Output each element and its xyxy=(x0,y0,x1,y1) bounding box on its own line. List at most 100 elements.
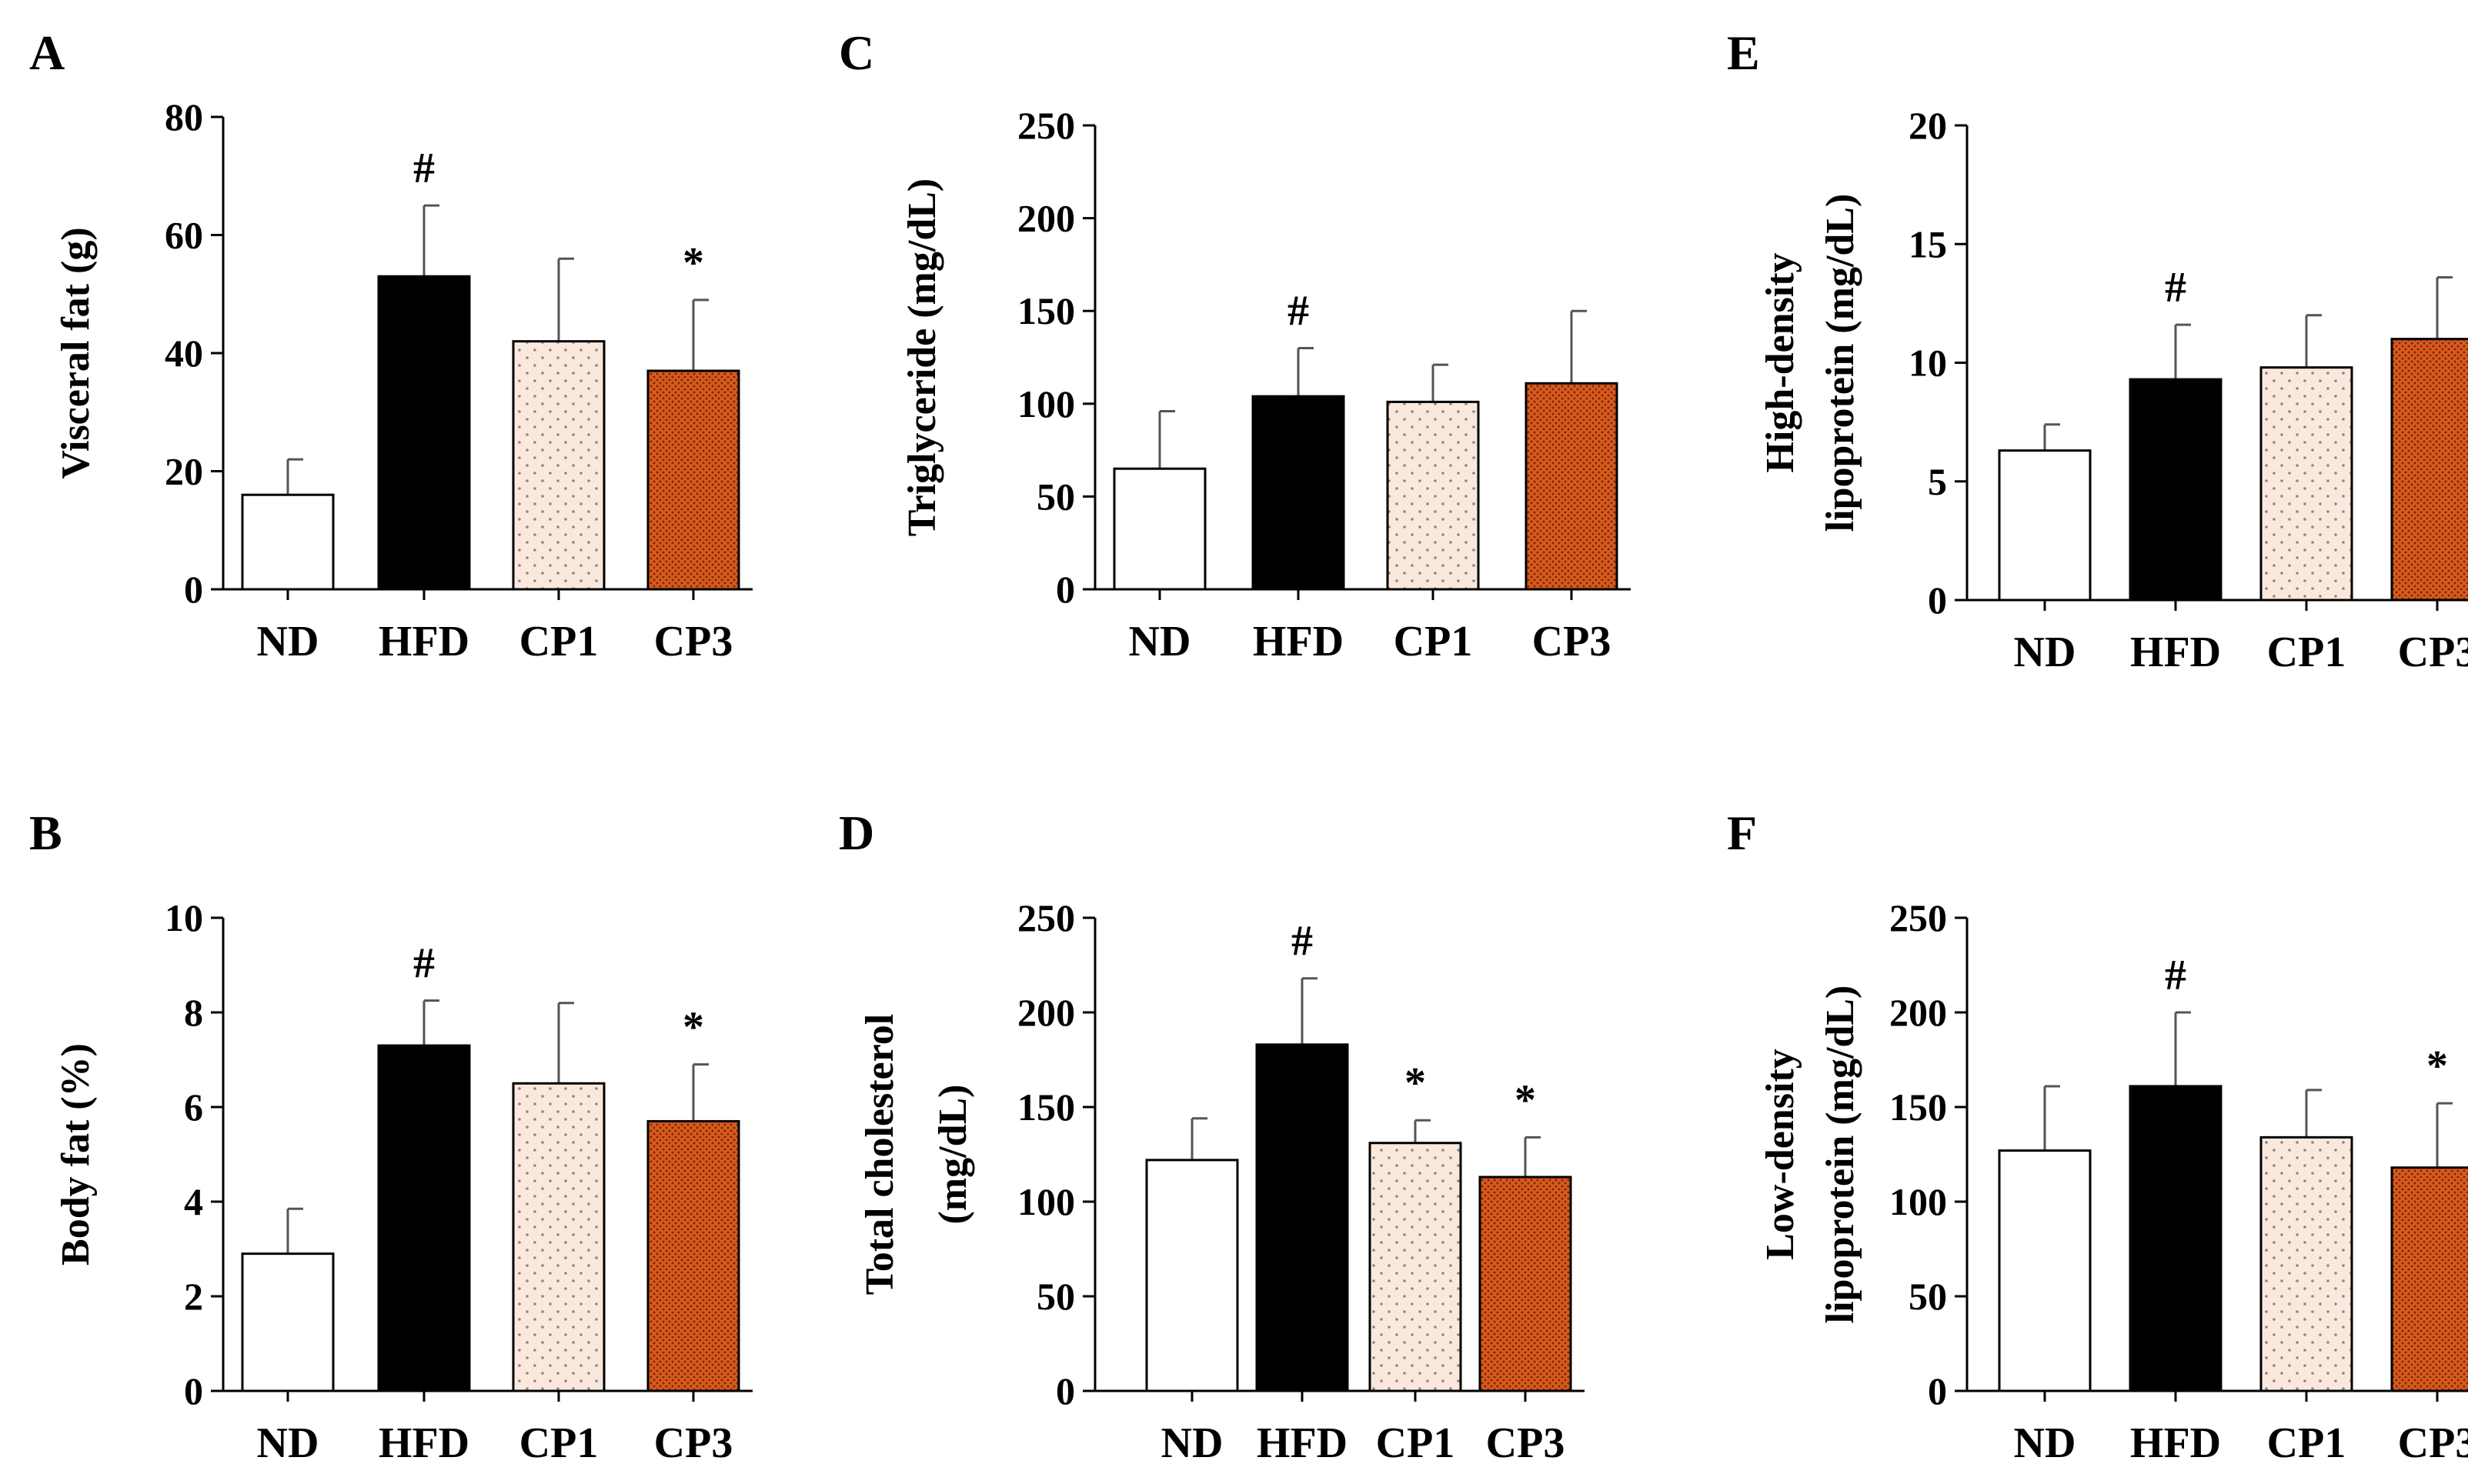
panel-e-bar-cp1 xyxy=(2259,366,2353,602)
panel-c-ytick-label: 100 xyxy=(1017,382,1075,425)
panel-d-y-title: (mg/dL) xyxy=(931,1085,975,1225)
panel-b-bar-cp1 xyxy=(512,1082,606,1392)
panel-a-ytick-label: 40 xyxy=(165,332,203,375)
panel-f-significance-hfd: # xyxy=(2165,952,2186,999)
panel-f-ytick-label: 150 xyxy=(1889,1085,1947,1129)
panel-d-ytick-label: 150 xyxy=(1017,1085,1075,1129)
panel-c-letter: C xyxy=(839,25,874,80)
panel-a-letter: A xyxy=(29,25,65,80)
panel-a-y-title: Visceral fat (g) xyxy=(54,227,98,479)
panel-b-category-label: CP3 xyxy=(654,1419,733,1467)
panel-d: D 0 50 100 150 200 250 Total cholesterol (mg/dL)… xyxy=(839,805,1585,1467)
panel-a-significance-hfd: # xyxy=(413,145,435,192)
panel-a-bar-cp3 xyxy=(646,369,740,591)
panel-e-category-label: HFD xyxy=(2130,629,2221,676)
panel-d-letter: D xyxy=(839,805,874,860)
panel-b-bar-cp3 xyxy=(646,1119,740,1392)
panel-f-category-label: HFD xyxy=(2130,1419,2221,1467)
panel-b-category-label: HFD xyxy=(379,1419,469,1467)
panel-b-bar-hfd xyxy=(377,1044,471,1392)
panel-b-significance-cp3: * xyxy=(683,1004,704,1052)
panel-d-ytick-label: 200 xyxy=(1017,991,1075,1034)
panel-b-ytick-label: 0 xyxy=(184,1369,203,1412)
panel-b-bar-nd xyxy=(241,1252,335,1392)
panel-d-ytick-label: 0 xyxy=(1056,1369,1075,1412)
panel-e-ytick-label: 15 xyxy=(1909,222,1947,265)
panel-e-y-title: lipoprotein (mg/dL) xyxy=(1818,194,1862,532)
panel-b-ytick-label: 10 xyxy=(165,896,203,939)
panel-d-category-label: ND xyxy=(1161,1419,1224,1467)
panel-d-category-label: CP1 xyxy=(1376,1419,1455,1467)
panel-f-ytick-label: 100 xyxy=(1889,1180,1947,1223)
panel-b-category-label: ND xyxy=(257,1419,319,1467)
panel-d-bar-hfd xyxy=(1255,1043,1349,1392)
panel-d-y-title: Total cholesterol xyxy=(858,1014,902,1295)
panel-a: A 0 20 40 60 80 Visceral fat (g) ND # HFD CP1 * CP3 xyxy=(29,25,753,665)
panel-a-ytick-label: 0 xyxy=(184,568,203,611)
panel-d-significance-hfd: # xyxy=(1291,918,1313,965)
panel-a-ytick-label: 60 xyxy=(165,214,203,257)
panel-e-category-label: CP1 xyxy=(2267,629,2346,676)
panel-b-category-label: CP1 xyxy=(519,1419,599,1467)
panel-d-bar-nd xyxy=(1145,1159,1239,1392)
panel-e-ytick-label: 0 xyxy=(1928,579,1947,622)
panel-e-bar-nd xyxy=(1998,449,2092,602)
panel-f-category-label: CP3 xyxy=(2398,1419,2468,1467)
panel-e-ytick-label: 5 xyxy=(1928,460,1947,503)
panel-b-significance-hfd: # xyxy=(413,940,435,988)
panel-a-bar-nd xyxy=(241,493,335,591)
panel-d-ytick-label: 250 xyxy=(1017,896,1075,939)
panel-f-bar-cp1 xyxy=(2259,1136,2353,1392)
panel-b-ytick-label: 6 xyxy=(184,1085,203,1129)
panel-d-ytick-label: 50 xyxy=(1037,1275,1075,1318)
panel-f-ytick-label: 200 xyxy=(1889,991,1947,1034)
panel-e: E 0 5 10 15 20 High-density lipoprotein (mg/dL)… xyxy=(1727,25,2468,676)
panel-f-bar-nd xyxy=(1998,1149,2092,1392)
panel-e-letter: E xyxy=(1727,25,1760,80)
panel-f-ytick-label: 250 xyxy=(1889,896,1947,939)
panel-e-significance-hfd: # xyxy=(2165,264,2186,312)
panel-c-ytick-label: 250 xyxy=(1017,104,1075,147)
panel-e-bar-hfd xyxy=(2129,378,2223,602)
panel-c-bar-cp3 xyxy=(1525,382,1618,591)
panel-c-bar-nd xyxy=(1113,467,1207,591)
panel-a-category-label: ND xyxy=(257,618,319,665)
panel-b: B 0 2 4 6 8 10 Body fat (%) ND # HFD CP1 * CP3 xyxy=(29,805,753,1467)
panel-c-category-label: HFD xyxy=(1253,618,1344,665)
panel-f-bar-cp3 xyxy=(2390,1166,2468,1392)
panel-b-letter: B xyxy=(29,805,62,860)
panel-c-ytick-label: 200 xyxy=(1017,197,1075,240)
panel-f-bar-hfd xyxy=(2129,1085,2223,1392)
panel-f-category-label: ND xyxy=(2014,1419,2076,1467)
panel-b-ytick-label: 8 xyxy=(184,991,203,1034)
panel-a-category-label: CP1 xyxy=(519,618,599,665)
panel-a-ytick-label: 20 xyxy=(165,450,203,493)
panel-c-significance-hfd: # xyxy=(1287,287,1309,335)
panel-a-bar-cp1 xyxy=(512,340,606,591)
panel-f-y-title: Low-density xyxy=(1758,1049,1802,1259)
panel-f: F 0 50 100 150 200 250 Low-density lipoprotein (… xyxy=(1727,805,2468,1467)
panel-c-bar-hfd xyxy=(1251,395,1345,591)
panel-c-category-label: CP1 xyxy=(1394,618,1473,665)
panel-b-ytick-label: 2 xyxy=(184,1275,203,1318)
panel-f-ytick-label: 50 xyxy=(1909,1275,1947,1318)
panel-c-y-title: Triglyceride (mg/dL) xyxy=(900,178,944,537)
panel-c-ytick-label: 0 xyxy=(1056,568,1075,611)
panel-b-y-title: Body fat (%) xyxy=(54,1043,98,1266)
panel-e-category-label: CP3 xyxy=(2398,629,2468,676)
panel-c-ytick-label: 150 xyxy=(1017,289,1075,332)
panel-d-bar-cp3 xyxy=(1478,1176,1572,1392)
panel-a-bar-hfd xyxy=(377,275,471,591)
panel-d-category-label: CP3 xyxy=(1486,1419,1565,1467)
panel-e-bar-cp3 xyxy=(2390,338,2468,602)
panel-d-significance-cp1: * xyxy=(1404,1059,1426,1107)
panel-e-y-title: High-density xyxy=(1758,252,1802,472)
panel-f-y-title: lipoprotein (mg/dL) xyxy=(1818,985,1862,1324)
panel-d-bar-cp1 xyxy=(1368,1142,1462,1392)
panel-a-category-label: HFD xyxy=(379,618,469,665)
panel-a-significance-cp3: * xyxy=(683,239,704,287)
panel-d-ytick-label: 100 xyxy=(1017,1180,1075,1223)
panel-c-category-label: CP3 xyxy=(1532,618,1611,665)
panel-e-category-label: ND xyxy=(2014,629,2076,676)
